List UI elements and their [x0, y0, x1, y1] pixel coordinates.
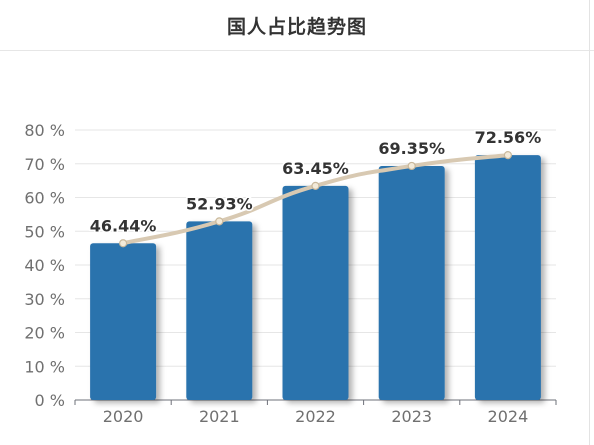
- y-tick-label: 50 %: [24, 222, 65, 241]
- line-point-2021: [215, 217, 224, 226]
- data-label-2020: 46.44%: [90, 216, 157, 235]
- y-tick-label: 20 %: [24, 324, 65, 343]
- y-tick-label: 40 %: [24, 256, 65, 275]
- line-point-2024: [503, 151, 512, 160]
- chart-title: 国人占比趋势图: [226, 15, 367, 38]
- y-tick-label: 10 %: [24, 357, 65, 376]
- bars: [90, 155, 541, 400]
- data-label-2022: 63.45%: [282, 159, 349, 178]
- y-tick-label: 60 %: [24, 189, 65, 208]
- bar-2022: [282, 185, 349, 400]
- data-label-2023: 69.35%: [378, 139, 445, 158]
- bar-2021: [186, 221, 253, 400]
- x-tick-label: 2020: [103, 407, 144, 426]
- data-labels: 46.44% 52.93% 63.45% 69.35% 72.56%: [88, 127, 542, 237]
- y-tick-label: 70 %: [24, 155, 65, 174]
- data-label-2021: 52.93%: [186, 194, 253, 213]
- bar-2024: [474, 155, 541, 400]
- x-tick-label: 2024: [488, 407, 529, 426]
- y-tick-label: 80 %: [24, 121, 65, 140]
- bar-2020: [90, 243, 157, 400]
- data-label-2024: 72.56%: [475, 128, 542, 147]
- line-point-2022: [311, 181, 320, 190]
- x-tick-label: 2022: [295, 407, 336, 426]
- y-tick-label: 0 %: [35, 391, 65, 410]
- bar-2023: [378, 165, 445, 400]
- x-tick-label: 2021: [199, 407, 240, 426]
- panel-divider: [589, 0, 590, 445]
- y-tick-label: 30 %: [24, 290, 65, 309]
- chart-header: 国人占比趋势图: [0, 0, 594, 51]
- x-tick-label: 2023: [391, 407, 432, 426]
- line-point-2020: [118, 239, 128, 248]
- line-point-2023: [407, 161, 416, 171]
- trend-line: [118, 151, 512, 248]
- axes: 0 % 10 % 20 % 30 % 40 % 50 % 60 % 70 % 80 % 2020 2…: [24, 121, 557, 426]
